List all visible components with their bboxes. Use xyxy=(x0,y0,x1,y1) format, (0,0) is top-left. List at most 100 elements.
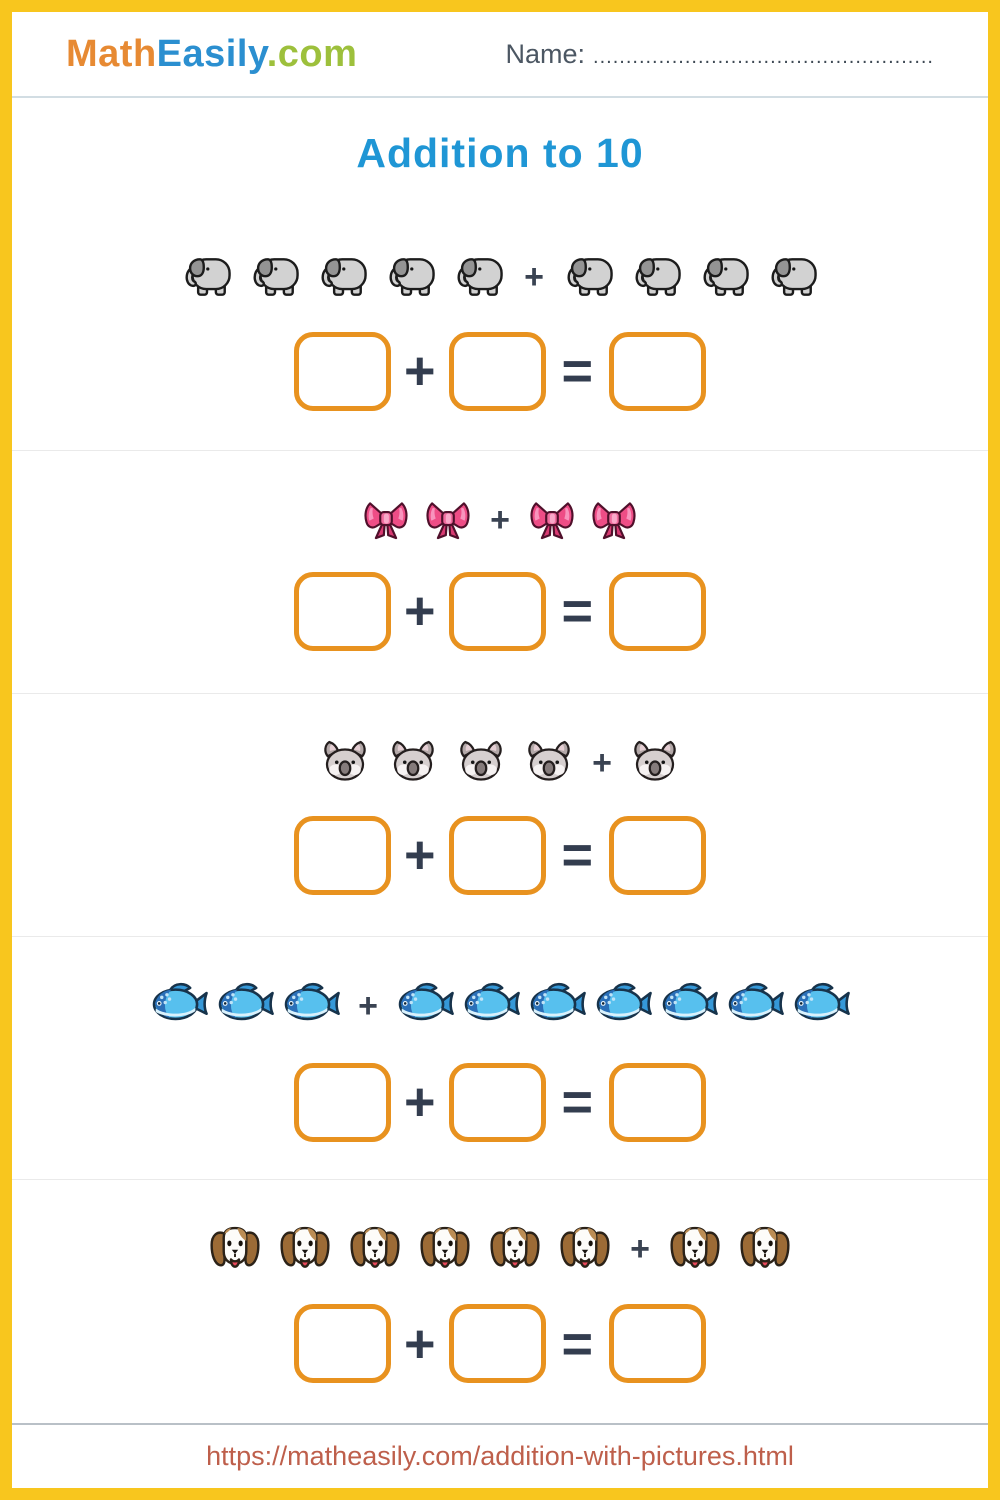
left-addend-group xyxy=(360,494,474,546)
elephant-icon xyxy=(314,248,372,306)
answer-box-sum[interactable] xyxy=(609,815,707,895)
header: MathEasily.com Name: ...................… xyxy=(12,12,988,98)
fish-icon xyxy=(526,975,588,1037)
name-label: Name: xyxy=(505,38,586,69)
picture-equation: + xyxy=(178,248,822,306)
answer-box-sum[interactable] xyxy=(609,1304,707,1383)
fish-icon xyxy=(658,975,720,1037)
answer-box-second-addend[interactable] xyxy=(448,1304,546,1383)
answer-equation: + = xyxy=(293,815,707,895)
picture-plus-sign: + xyxy=(524,257,544,296)
picture-plus-sign: + xyxy=(592,743,612,782)
dog-icon xyxy=(206,1220,264,1278)
fish-icon xyxy=(394,975,456,1037)
ribbon-icon xyxy=(588,494,640,546)
dog-icon xyxy=(736,1220,794,1278)
fish-icon xyxy=(214,975,276,1037)
plus-sign: + xyxy=(403,581,436,641)
koala-icon xyxy=(454,736,508,790)
name-input-line[interactable]: ........................................… xyxy=(593,45,934,68)
ribbon-icon xyxy=(360,494,412,546)
fish-icon xyxy=(592,975,654,1037)
right-addend-group xyxy=(394,975,852,1037)
picture-plus-sign: + xyxy=(630,1230,650,1268)
right-addend-group xyxy=(560,248,822,306)
elephant-icon xyxy=(178,248,236,306)
fish-icon xyxy=(724,975,786,1037)
site-logo[interactable]: MathEasily.com xyxy=(66,33,357,76)
answer-box-first-addend[interactable] xyxy=(293,1062,391,1142)
problem-row-2: + + = xyxy=(12,451,988,694)
problem-row-4: + + = xyxy=(12,937,988,1180)
elephant-icon xyxy=(696,248,754,306)
picture-equation: + xyxy=(148,975,852,1037)
answer-box-sum[interactable] xyxy=(609,571,707,651)
answer-box-sum[interactable] xyxy=(609,331,707,411)
right-addend-group xyxy=(628,736,682,790)
ribbon-icon xyxy=(422,494,474,546)
elephant-icon xyxy=(764,248,822,306)
elephant-icon xyxy=(560,248,618,306)
logo-text-com: .com xyxy=(266,32,358,75)
answer-box-first-addend[interactable] xyxy=(293,331,391,411)
right-addend-group xyxy=(526,494,640,546)
fish-icon xyxy=(148,975,210,1037)
footer: https://matheasily.com/addition-with-pic… xyxy=(12,1423,988,1488)
picture-plus-sign: + xyxy=(358,986,378,1025)
plus-sign: + xyxy=(403,1072,436,1132)
problem-row-3: + + = xyxy=(12,694,988,937)
picture-plus-sign: + xyxy=(490,500,510,539)
problem-row-5: + + = xyxy=(12,1180,988,1423)
answer-box-first-addend[interactable] xyxy=(293,815,391,895)
answer-equation: + = xyxy=(293,331,707,411)
answer-box-second-addend[interactable] xyxy=(448,571,546,651)
fish-icon xyxy=(790,975,852,1037)
dog-icon xyxy=(556,1220,614,1278)
answer-box-second-addend[interactable] xyxy=(448,815,546,895)
name-field: Name: ..................................… xyxy=(506,39,934,70)
elephant-icon xyxy=(246,248,304,306)
left-addend-group xyxy=(206,1220,614,1278)
page-title: Addition to 10 xyxy=(356,129,644,176)
logo-text-easily: Easily xyxy=(156,32,267,75)
dog-icon xyxy=(486,1220,544,1278)
dog-icon xyxy=(416,1220,474,1278)
answer-equation: + = xyxy=(293,571,707,651)
fish-icon xyxy=(280,975,342,1037)
plus-sign: + xyxy=(403,825,436,885)
answer-box-second-addend[interactable] xyxy=(448,331,546,411)
answer-box-second-addend[interactable] xyxy=(448,1062,546,1142)
picture-equation: + xyxy=(206,1220,794,1278)
ribbon-icon xyxy=(526,494,578,546)
footer-url-link[interactable]: https://matheasily.com/addition-with-pic… xyxy=(206,1441,794,1471)
elephant-icon xyxy=(628,248,686,306)
answer-box-sum[interactable] xyxy=(609,1062,707,1142)
fish-icon xyxy=(460,975,522,1037)
elephant-icon xyxy=(450,248,508,306)
koala-icon xyxy=(318,736,372,790)
koala-icon xyxy=(628,736,682,790)
equals-sign: = xyxy=(561,825,594,885)
logo-text-math: Math xyxy=(66,32,157,75)
right-addend-group xyxy=(666,1220,794,1278)
answer-equation: + = xyxy=(293,1304,707,1383)
problem-row-1: + + = xyxy=(12,208,988,451)
equals-sign: = xyxy=(561,341,594,401)
problems-list: + + = + + = + + = + + = + + = xyxy=(12,208,988,1423)
equals-sign: = xyxy=(561,1072,594,1132)
dog-icon xyxy=(666,1220,724,1278)
answer-box-first-addend[interactable] xyxy=(293,571,391,651)
koala-icon xyxy=(386,736,440,790)
koala-icon xyxy=(522,736,576,790)
elephant-icon xyxy=(382,248,440,306)
left-addend-group xyxy=(178,248,508,306)
dog-icon xyxy=(276,1220,334,1278)
plus-sign: + xyxy=(403,341,436,401)
left-addend-group xyxy=(318,736,576,790)
answer-box-first-addend[interactable] xyxy=(293,1304,391,1383)
picture-equation: + xyxy=(318,736,682,790)
dog-icon xyxy=(346,1220,404,1278)
answer-equation: + = xyxy=(293,1062,707,1142)
plus-sign: + xyxy=(403,1313,436,1374)
